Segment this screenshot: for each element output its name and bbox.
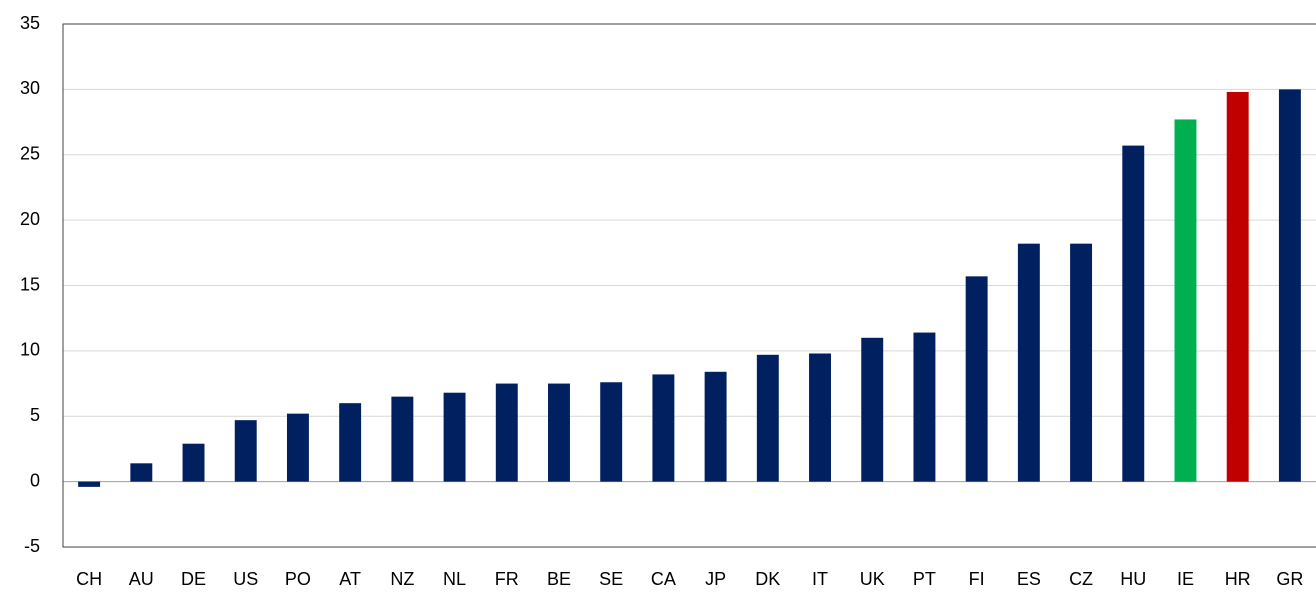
- x-tick-label: CA: [651, 569, 676, 589]
- x-tick-label: SE: [599, 569, 623, 589]
- x-tick-label: PO: [285, 569, 311, 589]
- x-tick-label: CZ: [1069, 569, 1093, 589]
- bar: [78, 481, 101, 487]
- x-tick-label: AT: [339, 569, 361, 589]
- bar: [704, 371, 727, 482]
- x-tick-label: IT: [812, 569, 828, 589]
- x-tick-label: BE: [547, 569, 571, 589]
- x-tick-label: UK: [860, 569, 885, 589]
- x-tick-label: CH: [76, 569, 102, 589]
- bar: [182, 443, 205, 482]
- bar: [600, 382, 623, 482]
- y-tick-label: 0: [30, 470, 40, 490]
- x-tick-label: HR: [1225, 569, 1251, 589]
- bar: [548, 383, 570, 482]
- y-tick-label: 5: [30, 405, 40, 425]
- x-tick-label: PT: [913, 569, 936, 589]
- x-tick-label: IE: [1177, 569, 1194, 589]
- bar: [234, 420, 257, 482]
- y-tick-label: -5: [24, 536, 40, 556]
- x-tick-label: ES: [1017, 569, 1041, 589]
- bar: [130, 463, 153, 482]
- x-tick-label: NZ: [390, 569, 414, 589]
- y-tick-label: 15: [20, 274, 40, 294]
- y-tick-label: 20: [20, 209, 40, 229]
- x-tick-label: HU: [1120, 569, 1146, 589]
- bar: [1174, 119, 1197, 482]
- bar: [443, 392, 466, 482]
- x-tick-label: FR: [495, 569, 519, 589]
- bar: [286, 413, 309, 482]
- x-tick-label: FI: [969, 569, 985, 589]
- bar: [652, 374, 675, 482]
- bar: [809, 353, 831, 482]
- x-tick-label: GR: [1276, 569, 1303, 589]
- y-tick-label: 30: [20, 78, 40, 98]
- bar: [1070, 243, 1093, 482]
- x-tick-label: US: [233, 569, 258, 589]
- bar: [1278, 89, 1301, 482]
- x-tick-label: DE: [181, 569, 206, 589]
- y-tick-label: 10: [20, 340, 40, 360]
- bar: [339, 403, 362, 482]
- bar: [495, 383, 518, 482]
- bar: [1226, 91, 1249, 482]
- y-tick-label: 25: [20, 144, 40, 164]
- bar: [1122, 145, 1145, 482]
- plot-border: [62, 23, 1316, 548]
- bar: [756, 354, 779, 482]
- x-tick-label: NL: [443, 569, 466, 589]
- x-tick-label: DK: [755, 569, 780, 589]
- y-tick-label: 35: [20, 13, 40, 33]
- bar: [913, 332, 936, 482]
- x-tick-label: JP: [705, 569, 726, 589]
- x-tick-label: AU: [129, 569, 154, 589]
- bar: [965, 276, 988, 482]
- bar: [861, 337, 884, 482]
- bar: [391, 396, 414, 482]
- bar: [1017, 243, 1040, 482]
